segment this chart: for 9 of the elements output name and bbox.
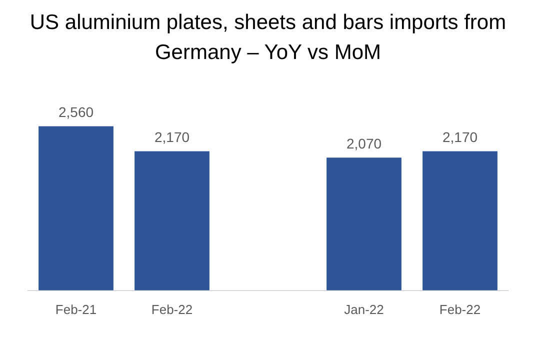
chart-title: US aluminium plates, sheets and bars imports from Germany – YoY vs MoM bbox=[28, 10, 508, 66]
x-tick-label: Feb-22 bbox=[151, 302, 193, 317]
x-tick-label: Feb-22 bbox=[439, 302, 481, 317]
data-label: 2,070 bbox=[346, 136, 382, 152]
data-label: 2,560 bbox=[58, 104, 94, 120]
x-tick-label: Feb-21 bbox=[55, 302, 97, 317]
data-label: 2,170 bbox=[442, 129, 478, 146]
data-label: 2,170 bbox=[154, 129, 190, 146]
x-tick-label: Jan-22 bbox=[344, 302, 384, 317]
